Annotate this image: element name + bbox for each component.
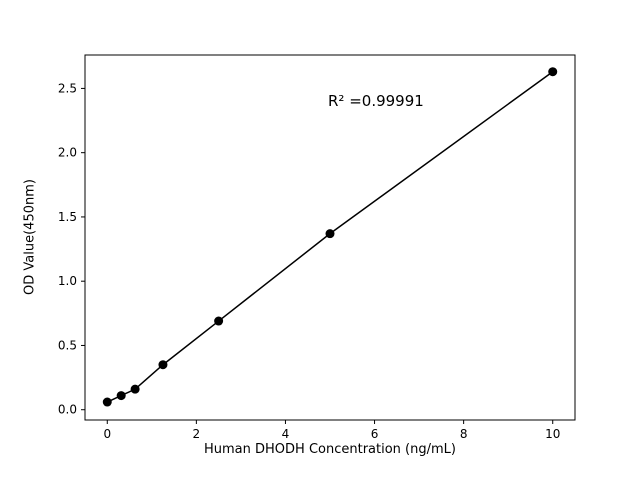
data-point-marker [102,397,112,407]
x-tick-label: 8 [460,427,468,441]
x-tick-label: 4 [282,427,290,441]
x-tick-label: 2 [193,427,201,441]
r-squared-annotation: R² =0.99991 [328,92,424,110]
data-point-marker [214,316,224,326]
data-point-marker [548,67,558,77]
x-tick-label: 10 [545,427,560,441]
y-tick-label: 1.0 [58,274,77,288]
data-point-marker [158,360,168,370]
axes-box [84,54,576,421]
y-tick-label: 1.5 [58,210,77,224]
y-tick-label: 0.5 [58,338,77,352]
x-tick-label: 6 [371,427,379,441]
data-point-marker [325,229,335,239]
y-axis-label: OD Value(450nm) [22,179,38,295]
x-tick-label: 0 [103,427,111,441]
data-point-marker [130,384,140,394]
y-tick-label: 2.5 [58,81,77,95]
y-tick-label: 2.0 [58,146,77,160]
y-tick-label: 0.0 [58,403,77,417]
x-axis-label: Human DHODH Concentration (ng/mL) [204,442,456,457]
data-point-marker [116,391,126,401]
